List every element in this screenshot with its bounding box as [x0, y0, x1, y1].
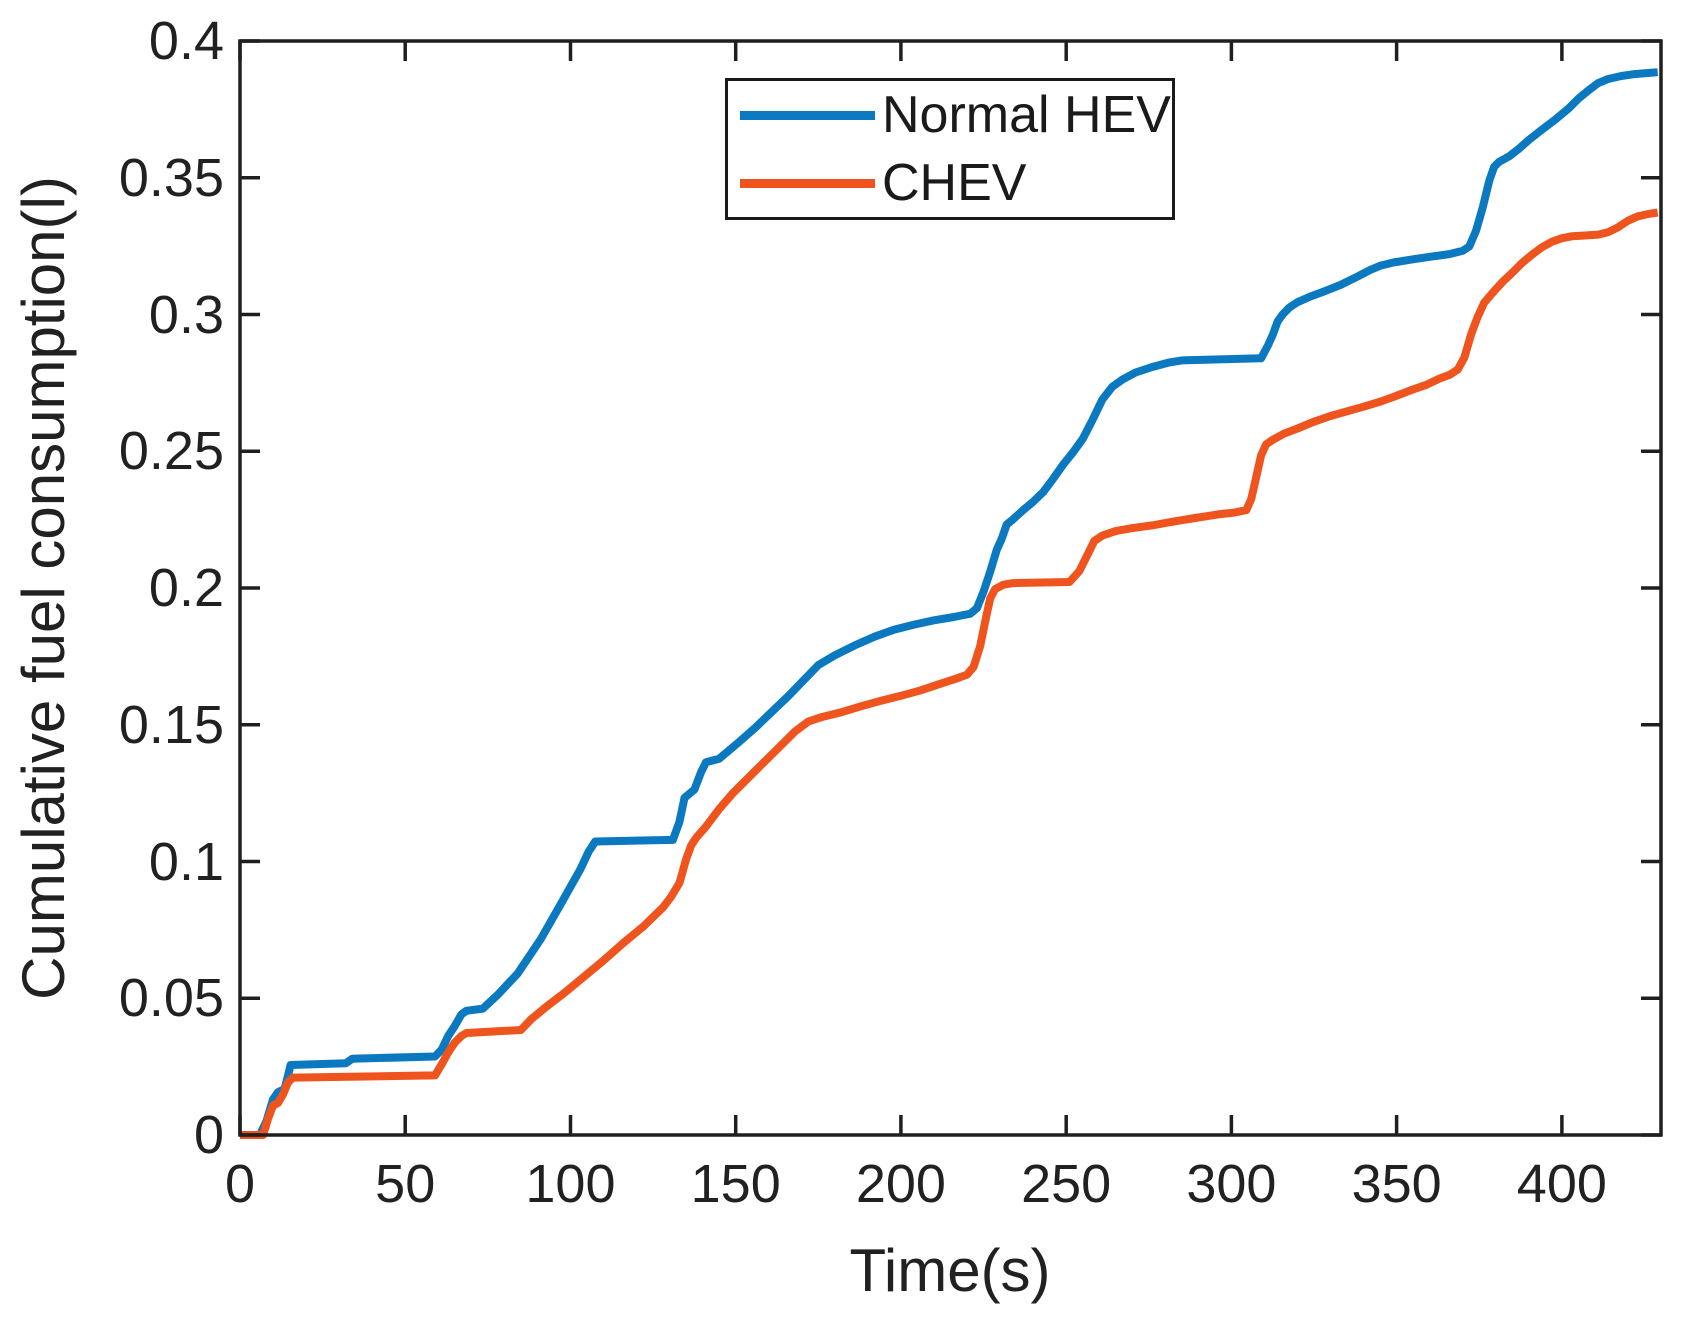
y-tick-label: 0.15 [118, 694, 224, 755]
y-tick-label: 0.3 [148, 284, 224, 345]
y-tick-label: 0.2 [148, 558, 224, 618]
x-tick-label: 400 [1516, 1154, 1607, 1214]
series-line-chev [240, 208, 1659, 1139]
legend-label-normal-hev: Normal HEV [882, 86, 1171, 144]
legend-item-chev: CHEV [728, 151, 1172, 215]
x-tick-label: 350 [1351, 1154, 1442, 1214]
x-tick-label: 250 [1021, 1154, 1112, 1214]
legend-line-sample-normal-hev [740, 110, 875, 120]
legend-line-sample-chev [740, 178, 875, 188]
x-tick-label: 0 [224, 1154, 256, 1214]
x-tick-label: 50 [375, 1154, 436, 1214]
x-axis-label: Time(s) [849, 1237, 1051, 1304]
y-tick-label: 0.4 [148, 11, 224, 71]
y-tick-label: 0.05 [118, 968, 224, 1029]
y-axis-label: Cumulative fuel consumption(l) [10, 176, 77, 1000]
series-line-normal-hev [240, 68, 1659, 1139]
y-tick-label: 0 [193, 1105, 224, 1165]
y-tick-label: 0.25 [118, 421, 224, 482]
x-tick-label: 150 [690, 1154, 781, 1214]
x-tick-label: 100 [525, 1154, 616, 1214]
y-tick-label: 0.35 [118, 147, 224, 208]
legend: Normal HEV CHEV [725, 78, 1175, 220]
legend-label-chev: CHEV [882, 154, 1027, 212]
legend-item-normal-hev: Normal HEV [728, 83, 1172, 147]
x-tick-label: 300 [1186, 1154, 1277, 1214]
x-tick-label: 200 [855, 1154, 946, 1214]
y-tick-label: 0.1 [148, 831, 224, 892]
